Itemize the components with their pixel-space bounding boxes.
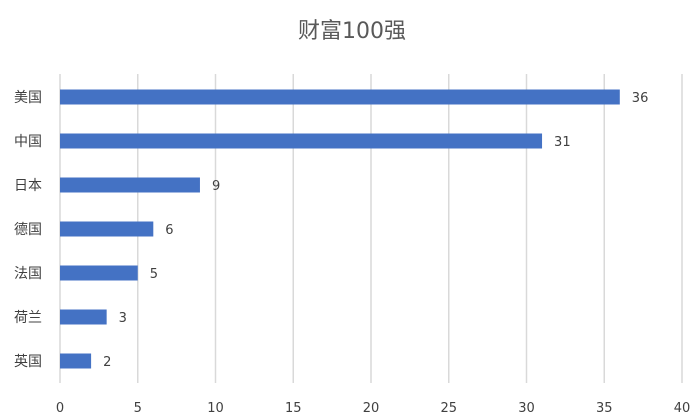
x-tick-label: 0 [56,401,64,416]
category-label: 荷兰 [14,310,42,326]
gridlines [59,74,683,383]
value-label: 5 [150,267,158,282]
category-label: 日本 [14,178,42,194]
value-label: 36 [632,91,649,106]
x-tick-labels: 0 5 10 15 20 25 30 35 40 [56,401,690,416]
x-tick-label: 20 [363,401,380,416]
x-tick-label: 40 [674,401,691,416]
bar-1 [60,133,543,149]
value-label: 31 [554,135,571,150]
bar-0 [60,89,620,105]
value-label: 6 [165,223,173,238]
bar-2 [60,177,200,193]
value-label: 3 [119,311,127,326]
value-label: 9 [212,179,220,194]
x-tick-label: 30 [518,401,535,416]
x-tick-label: 35 [596,401,613,416]
bar-5 [60,309,107,325]
bar-3 [60,221,154,237]
category-label: 中国 [14,134,42,150]
bar-4 [60,265,138,281]
bar-6 [60,353,92,369]
category-label: 英国 [14,353,42,370]
category-label: 美国 [14,90,42,106]
value-labels: 36 31 9 6 5 3 2 [103,91,648,370]
x-tick-label: 5 [134,401,142,416]
bars [60,89,620,369]
x-tick-label: 25 [440,401,457,416]
x-tick-label: 10 [207,401,224,416]
x-tick-label: 15 [285,401,302,416]
category-label: 法国 [14,266,42,282]
value-label: 2 [103,355,111,370]
category-label: 德国 [14,222,42,238]
chart-title: 财富100强 [298,19,406,44]
